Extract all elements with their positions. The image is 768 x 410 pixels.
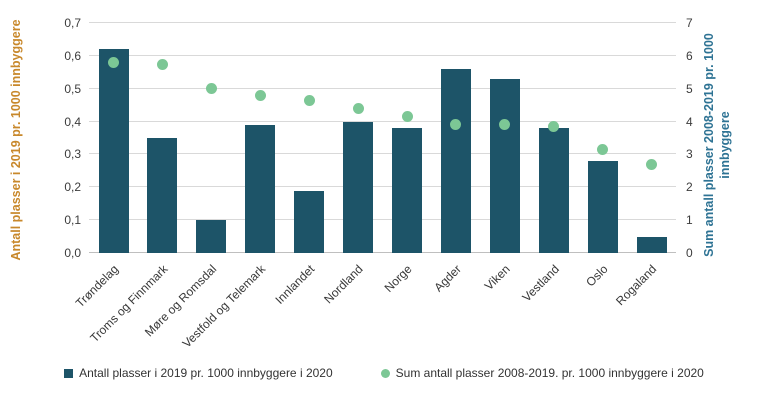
dot-m-re-og-romsdal bbox=[205, 83, 217, 95]
x-label-text: Viken bbox=[481, 262, 513, 293]
x-label-text: Innlandet bbox=[272, 262, 318, 307]
x-label-text: Vestfold og Telemark bbox=[179, 262, 269, 351]
left-tick-2: 0,2 bbox=[64, 180, 81, 195]
gridline bbox=[89, 87, 676, 89]
x-label-text: Agder bbox=[431, 262, 464, 295]
right-tick-6: 6 bbox=[686, 48, 693, 63]
bar-vestland bbox=[538, 128, 569, 253]
x-label-text: Rogaland bbox=[613, 262, 660, 309]
gridline bbox=[89, 186, 676, 188]
x-label-text: Vestland bbox=[519, 262, 562, 305]
gridline bbox=[89, 54, 676, 56]
bar-m-re-og-romsdal bbox=[196, 220, 227, 253]
left-tick-4: 0,4 bbox=[64, 114, 81, 129]
dot-viken bbox=[499, 119, 511, 131]
right-tick-1: 1 bbox=[686, 213, 693, 228]
left-tick-0: 0,0 bbox=[64, 246, 81, 260]
bar-agder bbox=[440, 69, 471, 253]
left-tick-1: 0,1 bbox=[64, 213, 81, 228]
gridline bbox=[89, 219, 676, 221]
dot-tr-ndelag bbox=[108, 56, 119, 68]
dot-norge bbox=[401, 111, 413, 123]
bar-series-swatch-icon bbox=[64, 368, 74, 378]
x-label-text: Nordland bbox=[321, 262, 366, 307]
gridline bbox=[89, 22, 676, 23]
left-tick-5: 0,5 bbox=[64, 81, 81, 96]
right-tick-2: 2 bbox=[686, 180, 693, 195]
x-axis-baseline bbox=[89, 252, 676, 253]
dot-innlandet bbox=[303, 94, 315, 106]
gridline bbox=[89, 120, 676, 122]
bar-norge bbox=[392, 128, 422, 253]
bar-rogaland bbox=[636, 236, 667, 253]
left-tick-3: 0,3 bbox=[64, 147, 81, 162]
x-label-text: Trøndelag bbox=[73, 262, 122, 311]
left-tick-6: 0,6 bbox=[64, 48, 81, 63]
right-tick-4: 4 bbox=[686, 114, 693, 129]
left-axis-title: Antall plasser i 2019 pr. 1000 innbygger… bbox=[9, 19, 23, 261]
bar-vestfold-og-telemark bbox=[245, 124, 276, 253]
left-tick-7: 0,7 bbox=[64, 16, 81, 30]
dot-rogaland bbox=[646, 158, 657, 170]
bar-innlandet bbox=[294, 190, 325, 253]
dot-vestland bbox=[548, 121, 560, 132]
right-tick-5: 5 bbox=[686, 81, 693, 96]
dot-agder bbox=[450, 119, 462, 131]
right-tick-7: 7 bbox=[686, 16, 693, 30]
legend-label-dot-series: Sum antall plasser 2008-2019. pr. 1000 i… bbox=[395, 366, 704, 380]
legend: Antall plasser i 2019 pr. 1000 innbygger… bbox=[0, 366, 768, 380]
bar-oslo bbox=[587, 161, 618, 253]
bar-tr-ndelag bbox=[98, 49, 129, 253]
plot-area bbox=[89, 22, 676, 253]
bar-viken bbox=[489, 78, 520, 253]
legend-label-bar-series: Antall plasser i 2019 pr. 1000 innbygger… bbox=[79, 366, 333, 380]
dot-series-swatch-icon bbox=[380, 368, 390, 378]
bar-nordland bbox=[343, 121, 373, 253]
dot-vestfold-og-telemark bbox=[254, 89, 266, 101]
dot-oslo bbox=[597, 144, 609, 155]
right-tick-3: 3 bbox=[686, 147, 693, 162]
bar-troms-og-finnmark bbox=[147, 138, 178, 253]
legend-item-dot-series: Sum antall plasser 2008-2019. pr. 1000 i… bbox=[380, 366, 704, 380]
x-label-text: Norge bbox=[381, 262, 415, 296]
dot-troms-og-finnmark bbox=[156, 58, 168, 70]
right-tick-0: 0 bbox=[686, 246, 693, 260]
legend-item-bar-series: Antall plasser i 2019 pr. 1000 innbygger… bbox=[64, 366, 333, 380]
gridline bbox=[89, 153, 676, 155]
x-label-text: Oslo bbox=[583, 262, 611, 290]
dot-nordland bbox=[352, 102, 364, 114]
